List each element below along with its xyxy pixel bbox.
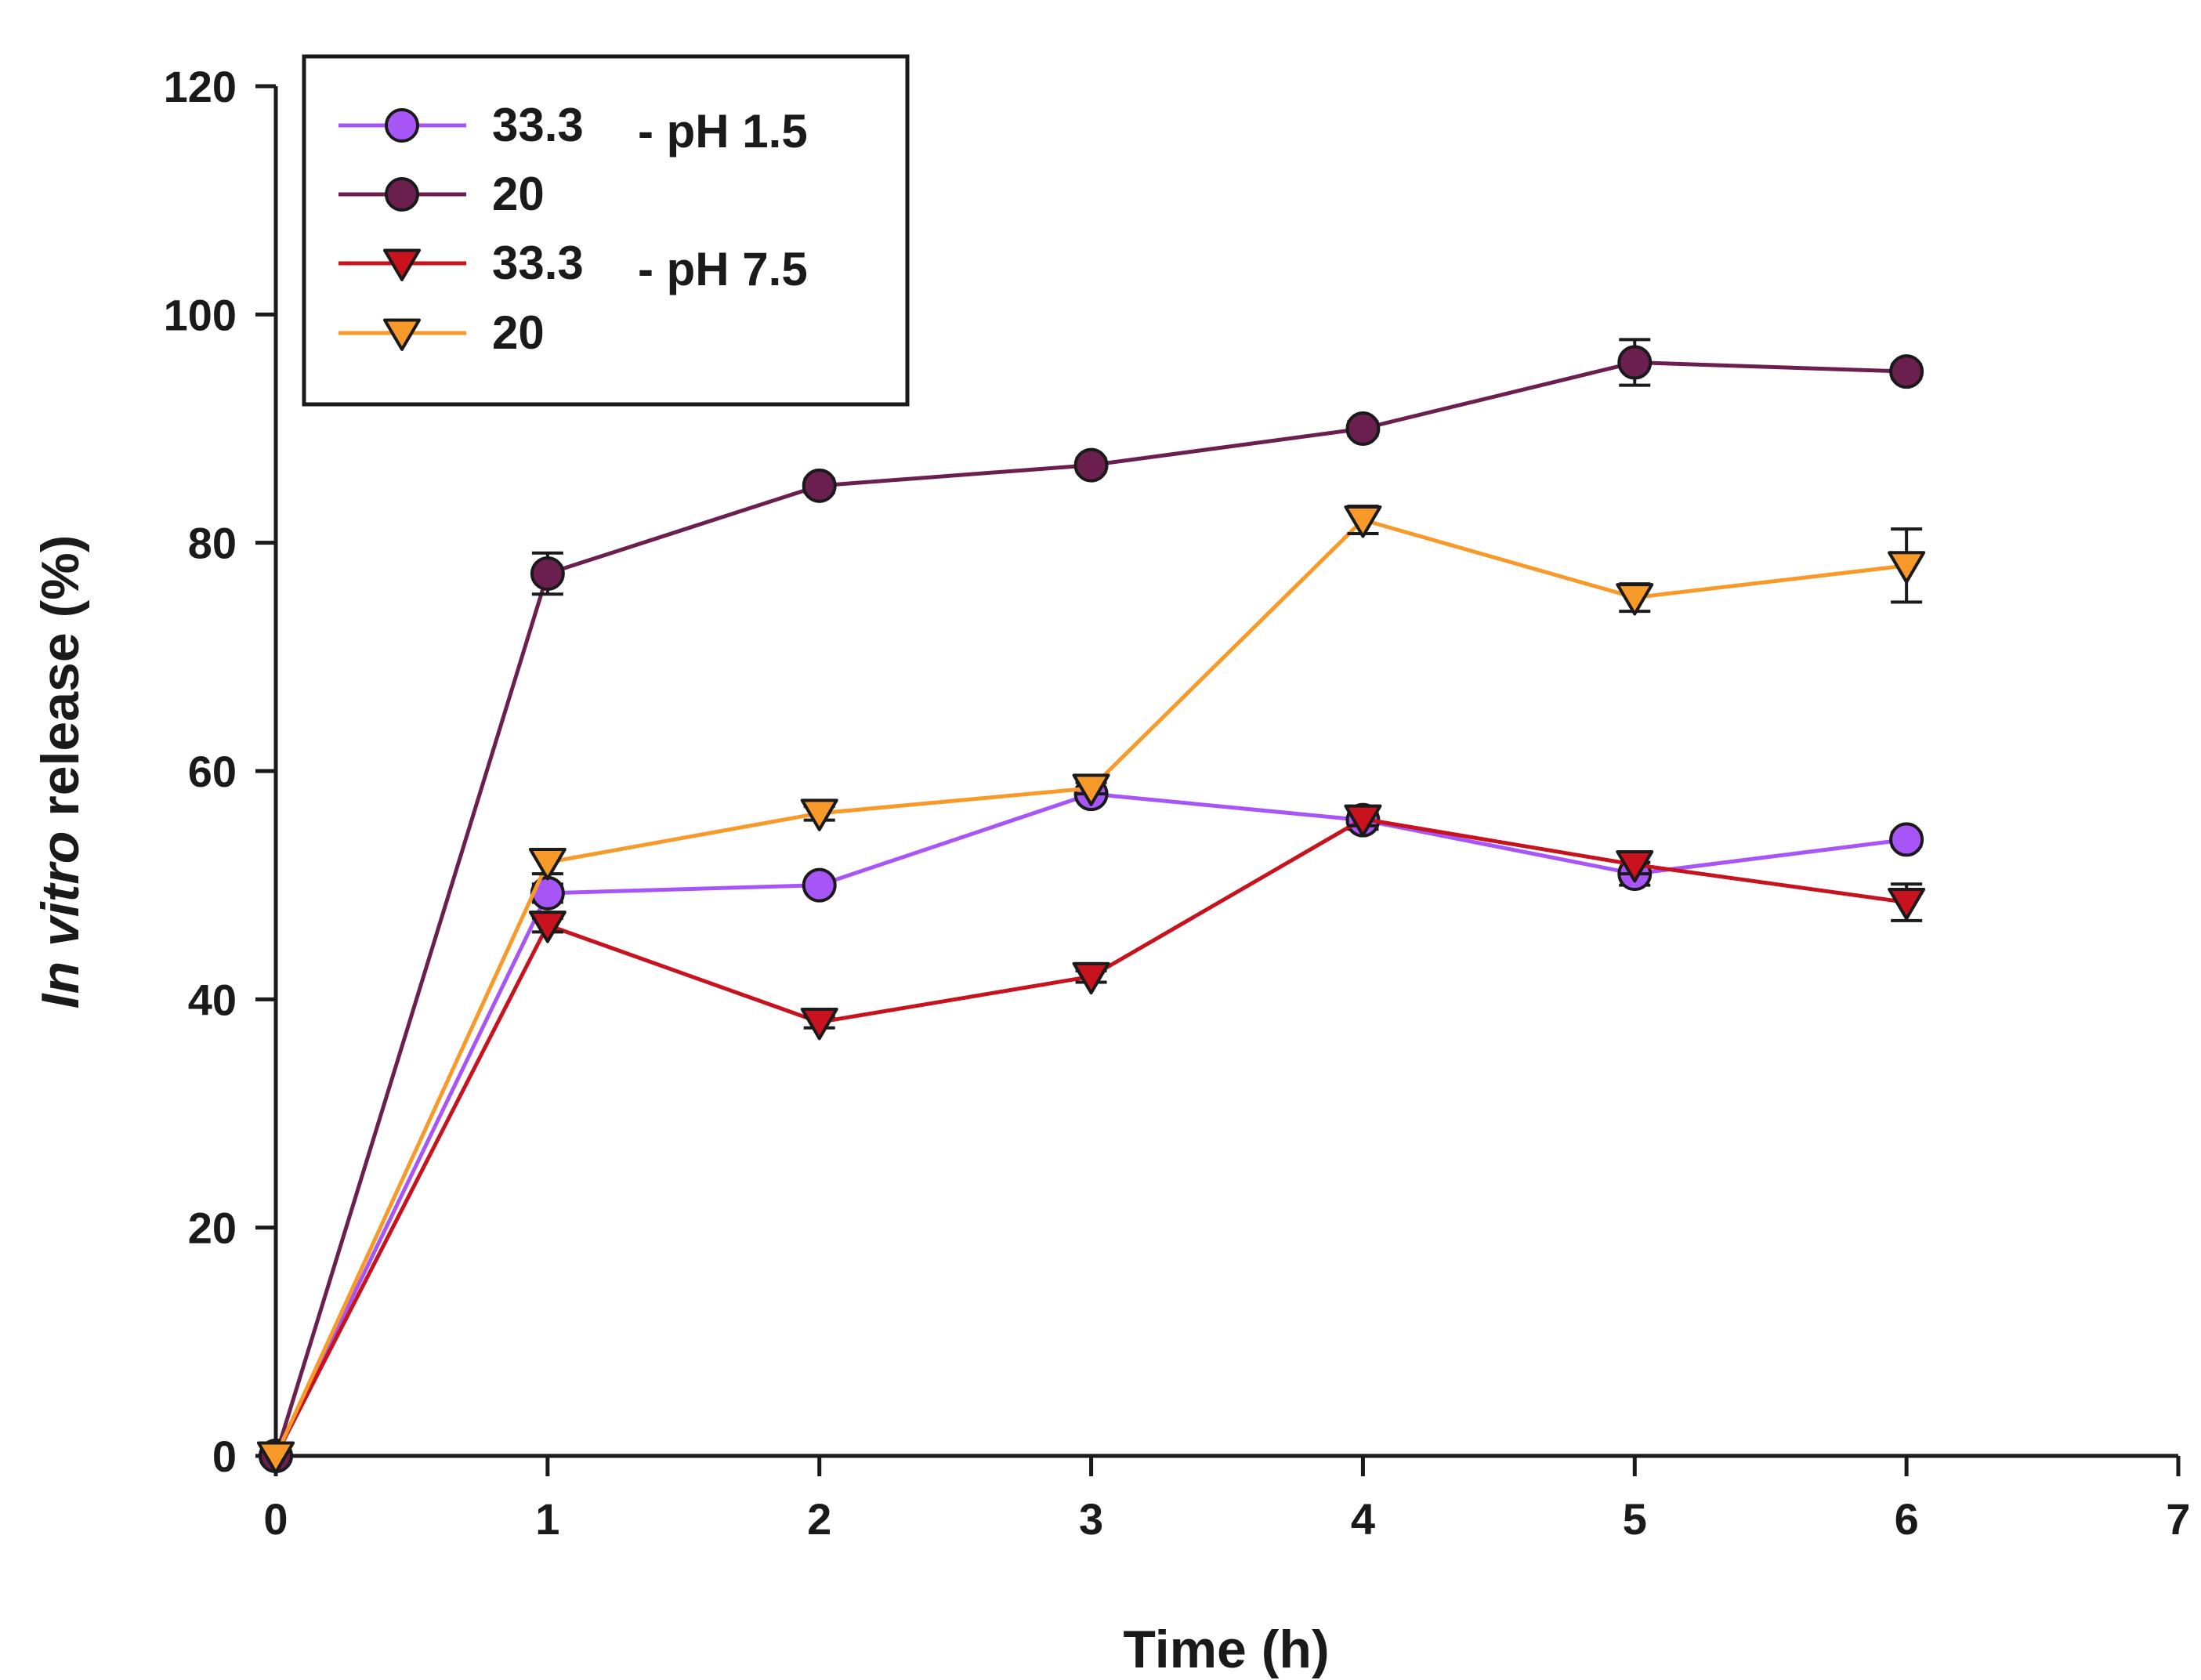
y-axis-title-rest: release (%) [31,535,90,831]
x-tick-label: 4 [1351,1494,1375,1544]
data-point [1888,551,1926,584]
data-point [1616,583,1654,616]
legend-entry-3: 20 [338,306,545,359]
legend-box [302,54,910,407]
data-point [1345,411,1381,446]
y-tick-label: 100 [164,290,237,339]
series-layer [257,338,1926,1474]
legend-entry-0: 33.3 [338,99,584,151]
y-axis-title-italic: In vitro [31,831,90,1009]
legend-group-label: - pH 1.5 [638,105,808,158]
y-tick-label: 40 [188,975,237,1024]
data-point [1616,849,1654,883]
legend-label: 33.3 [492,237,584,289]
x-tick-label: 2 [807,1494,831,1544]
legend-label: 20 [492,168,545,220]
data-point [800,1007,838,1041]
x-tick-label: 0 [263,1494,288,1544]
axes: 0 20 40 60 80 100 120 0 1 2 3 4 5 6 7 [164,62,2191,1544]
legend: 33.3 20 33.3 20 - pH 1.5 - pH 7.5 [302,54,910,407]
y-tick-label: 20 [188,1204,237,1253]
x-tick-label: 1 [535,1494,559,1544]
data-point [257,1441,295,1474]
data-point [1072,961,1110,995]
data-point [1344,804,1382,838]
legend-marker [385,177,419,212]
x-tick-label: 3 [1079,1494,1103,1544]
data-point [528,911,567,943]
y-tick-label: 120 [164,62,237,111]
y-tick-label: 0 [212,1432,237,1481]
data-point [1072,773,1110,806]
y-tick-label: 80 [188,519,237,568]
legend-label: 33.3 [492,99,584,151]
data-point [1344,505,1382,538]
legend-marker [383,318,421,351]
legend-entry-1: 20 [338,168,545,220]
series-1 [259,338,1924,1473]
data-point [528,848,567,881]
series-3 [257,505,1926,1474]
legend-marker [385,108,419,143]
data-point [1617,345,1653,380]
legend-label: 20 [492,306,545,359]
x-tick-label: 6 [1895,1494,1919,1544]
data-point [1073,447,1109,483]
data-point [800,798,838,831]
legend-marker [383,248,421,281]
y-tick-label: 60 [188,747,237,796]
data-point [802,867,837,903]
data-point [802,468,837,503]
data-point [1889,354,1924,389]
data-point [530,556,565,591]
data-point [1888,888,1926,921]
y-axis-title: In vitro release (%) [31,535,90,1009]
x-tick-label: 5 [1623,1494,1647,1544]
x-tick-label: 7 [2166,1494,2190,1544]
legend-entry-2: 33.3 [338,237,584,289]
x-axis-title: Time (h) [1123,1620,1329,1679]
data-point [1889,822,1924,857]
legend-group-label: - pH 7.5 [638,243,808,295]
